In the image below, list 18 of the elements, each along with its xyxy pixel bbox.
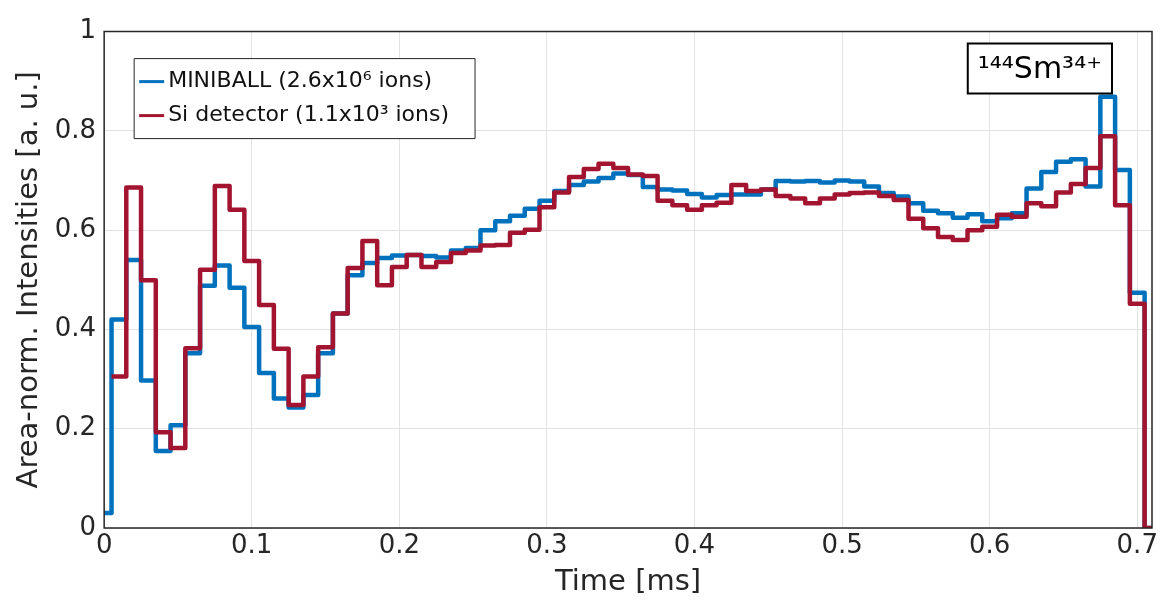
y-tick-label: 0.8 (54, 113, 97, 144)
y-axis-title: Area-norm. Intensities [a. u.] (9, 71, 44, 489)
legend-label: MINIBALL (2.6x10⁶ ions) (168, 67, 433, 93)
y-tick-label: 0.6 (54, 212, 97, 243)
y-tick-label: 1 (79, 14, 97, 45)
x-tick-label: 0.1 (231, 529, 273, 560)
y-tick-label: 0 (79, 510, 97, 541)
x-tick-label: 0.5 (821, 529, 863, 560)
x-tick-label: 0.7 (1116, 529, 1158, 560)
x-tick-label: 0.2 (378, 529, 420, 560)
x-tick-label: 0.6 (968, 529, 1011, 560)
x-tick-label: 0.4 (673, 529, 716, 560)
y-tick-label: 0.4 (54, 312, 97, 343)
legend-label: Si detector (1.1x10³ ions) (168, 101, 450, 127)
x-axis-title: Time [ms] (553, 563, 702, 598)
annotation: ¹⁴⁴Sm³⁴⁺ (977, 50, 1102, 86)
x-tick-label: 0.3 (526, 529, 568, 560)
y-tick-label: 0.2 (54, 411, 97, 442)
